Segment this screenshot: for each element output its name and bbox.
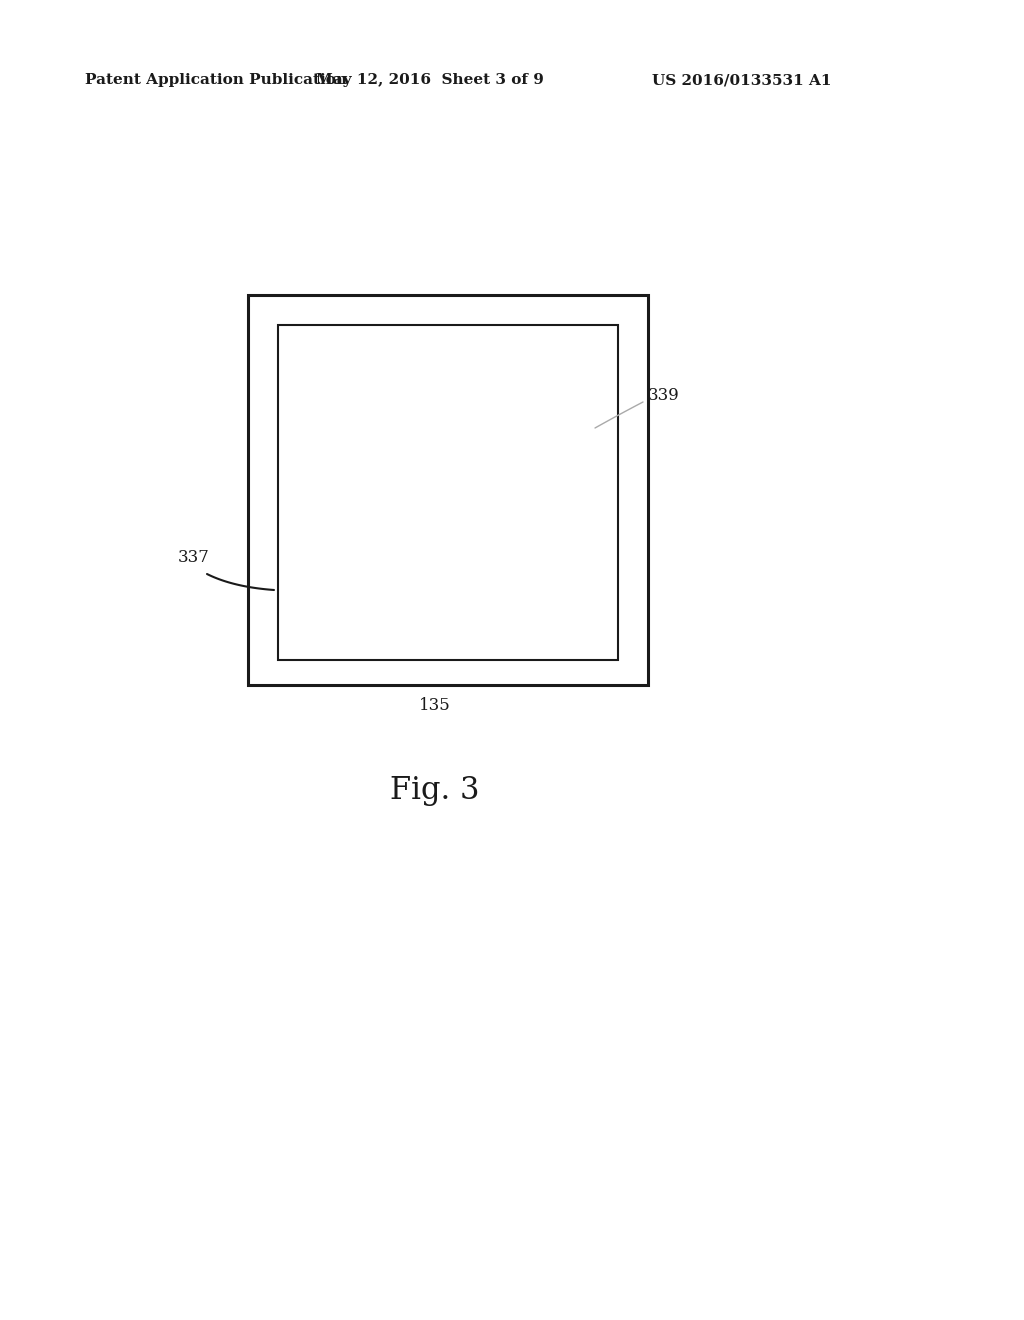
Text: US 2016/0133531 A1: US 2016/0133531 A1 <box>652 73 831 87</box>
Text: 135: 135 <box>419 697 451 714</box>
Bar <box>248 294 648 685</box>
Text: Fig. 3: Fig. 3 <box>390 775 480 805</box>
Text: Patent Application Publication: Patent Application Publication <box>85 73 347 87</box>
Text: May 12, 2016  Sheet 3 of 9: May 12, 2016 Sheet 3 of 9 <box>316 73 544 87</box>
Text: 337: 337 <box>178 549 210 566</box>
Bar <box>278 325 618 660</box>
Text: 339: 339 <box>648 387 680 404</box>
